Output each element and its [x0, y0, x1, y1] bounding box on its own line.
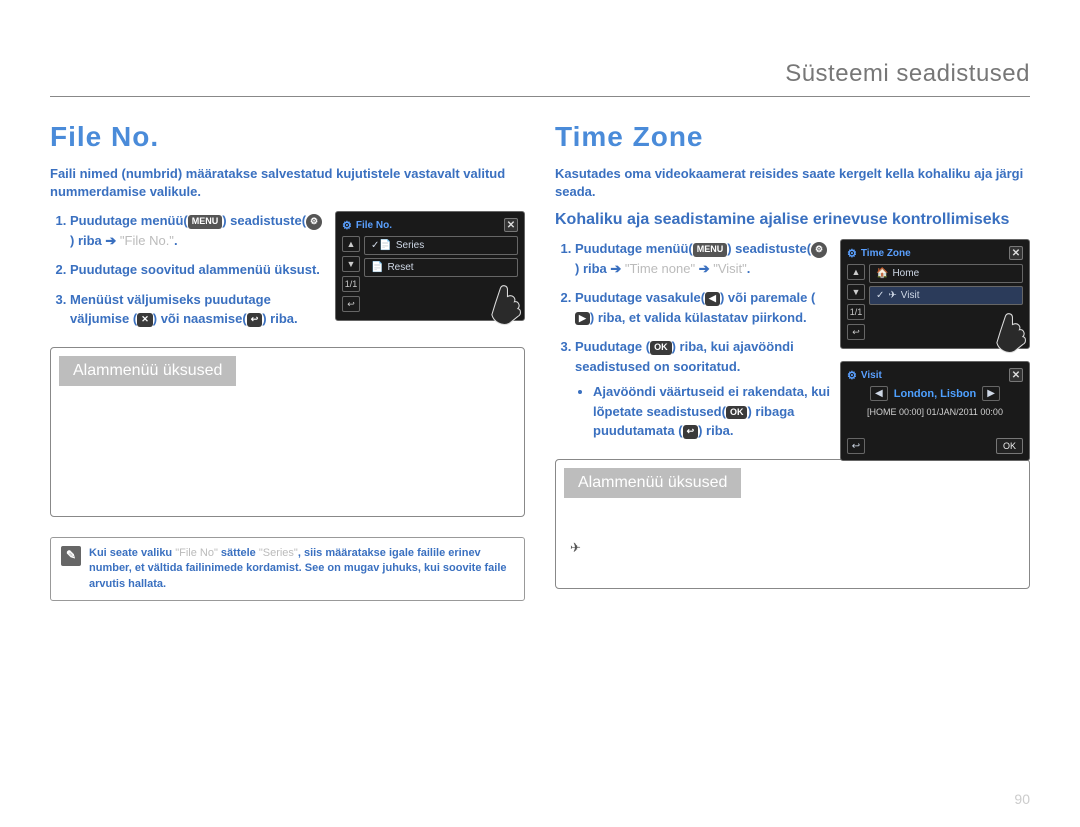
page-header-title: Süsteemi seadistused — [785, 60, 1030, 87]
visit-panel: ⚙ Visit ✕ ◀ London, Lisbon ▶ [HOME 00:00… — [840, 361, 1030, 461]
panel-sidebar: ▲ ▼ 1/1 ↩ — [847, 264, 865, 342]
right-arrow-icon[interactable]: ▶ — [982, 386, 1000, 401]
menu-row-series[interactable]: ✓📄 Series — [364, 236, 518, 255]
submenu-items — [51, 394, 524, 402]
note-text: Kui seate valiku "File No" sättele "Seri… — [89, 546, 514, 592]
gear-icon: ⚙ — [342, 219, 352, 232]
doc-icon: 📄 — [371, 262, 383, 273]
page-indicator: 1/1 — [342, 276, 360, 292]
ok-icon: OK — [726, 406, 748, 420]
left-title: File No. — [50, 121, 525, 153]
right-arrow-icon: ▶ — [575, 312, 590, 326]
right-column: Time Zone Kasutades oma videokaamerat re… — [555, 121, 1030, 601]
hand-icon — [983, 302, 1035, 354]
right-submenu-box: Alammenüü üksused ✈ — [555, 459, 1030, 589]
note-box: ✎ Kui seate valiku "File No" sättele "Se… — [50, 537, 525, 601]
right-title: Time Zone — [555, 121, 1030, 153]
up-icon[interactable]: ▲ — [847, 264, 865, 280]
down-icon[interactable]: ▼ — [342, 256, 360, 272]
left-arrow-icon: ◀ — [705, 292, 720, 306]
page-number: 90 — [1014, 791, 1030, 807]
left-column: File No. Faili nimed (numbrid) määrataks… — [50, 121, 525, 601]
right-screenshots: ⚙ Time Zone ✕ ▲ ▼ 1/1 ↩ 🏠 Home ✓ ✈ — [840, 239, 1030, 473]
panel-title: Visit — [861, 370, 882, 381]
plane-icon: ✈ — [888, 290, 896, 301]
back-icon[interactable]: ↩ — [847, 438, 865, 454]
row-label: Home — [892, 268, 919, 279]
submenu-items: ✈ — [556, 506, 1029, 562]
return-icon: ↩ — [247, 313, 263, 327]
page-header: Süsteemi seadistused — [50, 60, 1030, 97]
menu-icon: MENU — [693, 243, 728, 257]
submenu-header: Alammenüü üksused — [59, 356, 236, 386]
note-icon: ✎ — [61, 546, 81, 566]
timezone-panel: ⚙ Time Zone ✕ ▲ ▼ 1/1 ↩ 🏠 Home ✓ ✈ — [840, 239, 1030, 349]
gear-icon: ⚙ — [847, 247, 857, 260]
close-icon[interactable]: ✕ — [504, 218, 518, 232]
gear-icon: ⚙ — [811, 242, 827, 258]
back-icon[interactable]: ↩ — [342, 296, 360, 312]
submenu-header: Alammenüü üksused — [564, 468, 741, 498]
up-icon[interactable]: ▲ — [342, 236, 360, 252]
return-icon: ↩ — [683, 425, 699, 439]
close-icon: ✕ — [137, 313, 153, 327]
ok-button[interactable]: OK — [996, 438, 1023, 454]
right-intro: Kasutades oma videokaamerat reisides saa… — [555, 165, 1030, 201]
close-icon[interactable]: ✕ — [1009, 368, 1023, 382]
left-screenshot: ⚙ File No. ✕ ▲ ▼ 1/1 ↩ ✓📄 Series 📄 Reset — [335, 211, 525, 333]
check-icon: ✓ — [876, 290, 884, 301]
menu-row-home[interactable]: 🏠 Home — [869, 264, 1023, 283]
right-subheading: Kohaliku aja seadistamine ajalise erinev… — [555, 211, 1030, 229]
fileno-panel: ⚙ File No. ✕ ▲ ▼ 1/1 ↩ ✓📄 Series 📄 Reset — [335, 211, 525, 321]
down-icon[interactable]: ▼ — [847, 284, 865, 300]
row-label: Series — [396, 240, 424, 251]
gear-icon: ⚙ — [847, 369, 857, 382]
panel-title: Time Zone — [861, 248, 911, 259]
hand-icon — [478, 274, 530, 326]
two-column-layout: File No. Faili nimed (numbrid) määrataks… — [50, 121, 1030, 601]
left-arrow-icon[interactable]: ◀ — [870, 386, 888, 401]
close-icon[interactable]: ✕ — [1009, 246, 1023, 260]
panel-sidebar: ▲ ▼ 1/1 ↩ — [342, 236, 360, 314]
row-label: Reset — [387, 262, 413, 273]
city-label: London, Lisbon — [894, 388, 976, 400]
ok-icon: OK — [650, 341, 672, 355]
home-icon: 🏠 — [876, 268, 888, 279]
page-indicator: 1/1 — [847, 304, 865, 320]
doc-icon: ✓📄 — [371, 240, 392, 251]
plane-icon: ✈ — [570, 540, 581, 555]
back-icon[interactable]: ↩ — [847, 324, 865, 340]
menu-icon: MENU — [188, 215, 223, 229]
timestamp: [HOME 00:00] 01/JAN/2011 00:00 — [847, 407, 1023, 417]
left-intro: Faili nimed (numbrid) määratakse salvest… — [50, 165, 525, 201]
row-label: Visit — [901, 290, 920, 301]
gear-icon: ⚙ — [306, 214, 322, 230]
panel-title: File No. — [356, 220, 392, 231]
left-submenu-box: Alammenüü üksused — [50, 347, 525, 517]
submenu-item: ✈ — [570, 538, 1015, 558]
